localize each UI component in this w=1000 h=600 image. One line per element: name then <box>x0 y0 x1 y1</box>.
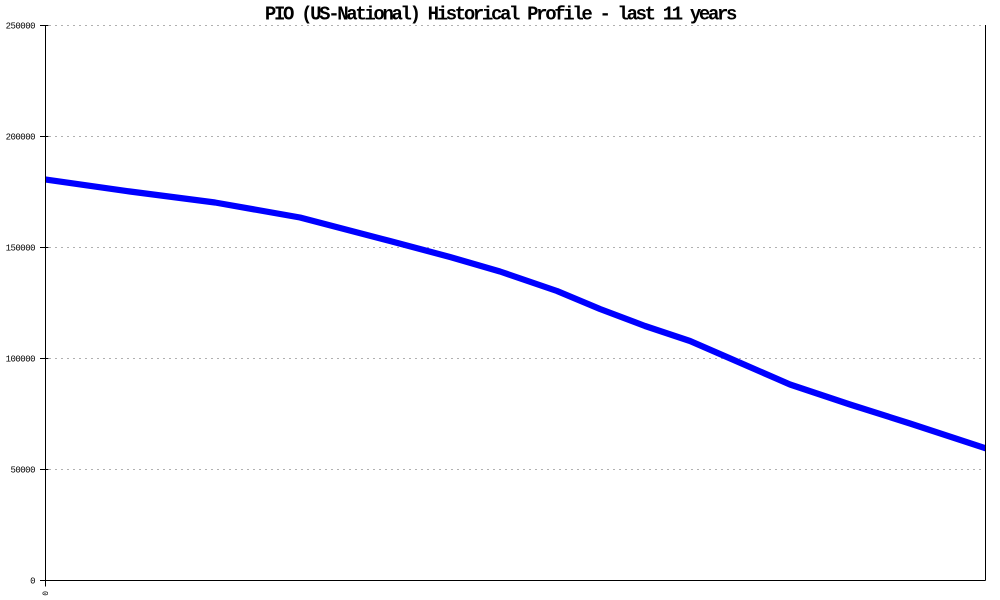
svg-text:150000: 150000 <box>6 243 36 253</box>
svg-text:200000: 200000 <box>6 132 36 142</box>
svg-text:50000: 50000 <box>10 465 35 475</box>
svg-text:0: 0 <box>42 591 51 596</box>
svg-text:PIO (US-National) Historical P: PIO (US-National) Historical Profile - l… <box>265 4 737 26</box>
svg-text:250000: 250000 <box>6 21 36 31</box>
svg-text:0: 0 <box>30 576 35 586</box>
svg-text:100000: 100000 <box>6 354 36 364</box>
